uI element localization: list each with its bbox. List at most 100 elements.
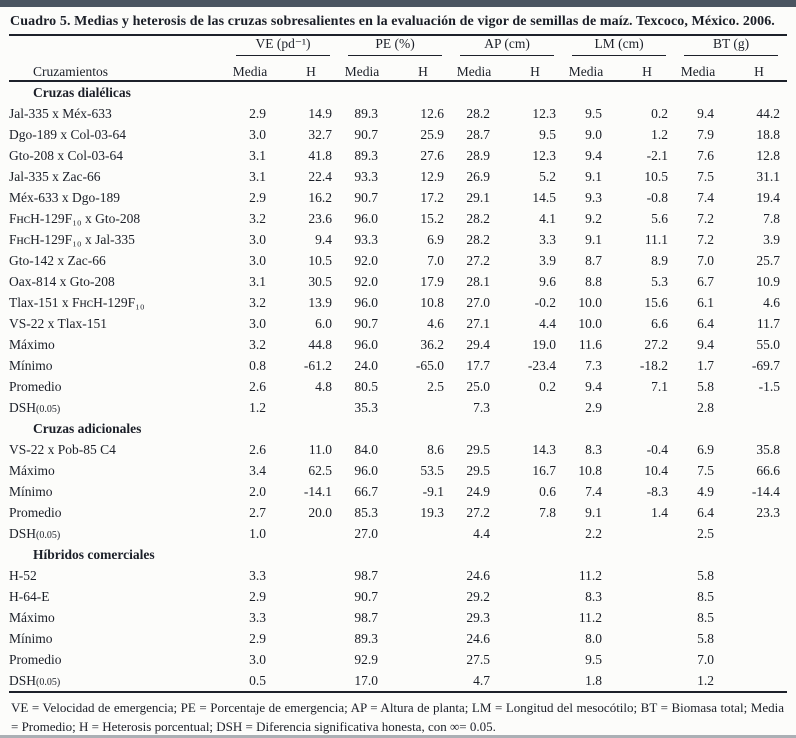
data-cell-media: 5.8 bbox=[697, 630, 715, 646]
data-cell-media: 28.2 bbox=[466, 231, 491, 247]
data-cell-media: 29.2 bbox=[466, 588, 491, 604]
row-label: Tlax-151 x FʜᴄH-129F₁₀ bbox=[9, 294, 145, 310]
data-cell-h bbox=[619, 523, 675, 544]
data-cell-h: 4.4 bbox=[539, 315, 557, 331]
column-group-label: AP (cm) bbox=[460, 36, 555, 56]
data-cell-media: 28.7 bbox=[466, 126, 491, 142]
data-cell-h: 15.6 bbox=[644, 294, 669, 310]
data-cell-h: -2.1 bbox=[646, 147, 669, 163]
data-cell-h bbox=[731, 649, 787, 670]
subheader-media-4: Media bbox=[675, 56, 732, 82]
data-cell-h: 17.9 bbox=[420, 273, 445, 289]
data-cell-media: 7.2 bbox=[697, 210, 715, 226]
data-cell-media: 24.6 bbox=[466, 630, 491, 646]
section-title: Cruzas adicionales bbox=[33, 420, 142, 436]
subheader-h-1: H bbox=[395, 56, 452, 82]
data-cell-h: 3.9 bbox=[539, 252, 557, 268]
data-cell-media: 11.6 bbox=[578, 336, 603, 352]
data-cell-h: -69.7 bbox=[751, 357, 781, 373]
data-cell-h: 2.5 bbox=[427, 378, 445, 394]
data-cell-media: 2.5 bbox=[697, 525, 715, 541]
data-cell-h: -23.4 bbox=[527, 357, 557, 373]
data-cell-media: 7.9 bbox=[697, 126, 715, 142]
data-cell-h: 30.5 bbox=[308, 273, 333, 289]
row-label: Méx-633 x Dgo-189 bbox=[9, 189, 120, 205]
data-cell-h: 25.7 bbox=[756, 252, 781, 268]
table-row: FʜᴄH-129F₁₀ x Jal-335 3.0 9.4 93.3 6.9 28.2 3.… bbox=[9, 229, 787, 250]
data-cell-h: 10.8 bbox=[420, 294, 445, 310]
data-cell-media: 7.3 bbox=[473, 399, 491, 415]
data-cell-media: 29.5 bbox=[466, 462, 491, 478]
data-cell-media: 1.7 bbox=[697, 357, 715, 373]
data-cell-media: 3.0 bbox=[249, 252, 266, 268]
data-cell-h: 19.4 bbox=[756, 189, 781, 205]
data-cell-media: 96.0 bbox=[354, 336, 379, 352]
data-cell-h bbox=[507, 397, 563, 418]
data-cell-media: 8.3 bbox=[585, 588, 603, 604]
data-cell-media: 28.2 bbox=[466, 105, 491, 121]
data-cell-media: 29.5 bbox=[466, 441, 491, 457]
section-header-row: Cruzas adicionales bbox=[9, 418, 787, 439]
data-cell-h: 22.4 bbox=[308, 168, 333, 184]
data-cell-media: 6.7 bbox=[697, 273, 715, 289]
data-cell-h: -9.1 bbox=[422, 483, 445, 499]
table-row: Promedio 3.0 92.9 27.5 9.5 7.0 bbox=[9, 649, 787, 670]
row-label: DSH(0.05) bbox=[9, 399, 61, 415]
data-cell-media: 0.8 bbox=[249, 357, 266, 373]
data-cell-media: 25.0 bbox=[466, 378, 491, 394]
table-row: Mínimo 2.0 -14.1 66.7 -9.1 24.9 0.6 7.4 -8.3 4.9 -… bbox=[9, 481, 787, 502]
table-row: FʜᴄH-129F₁₀ x Gto-208 3.2 23.6 96.0 15.2 28.2… bbox=[9, 208, 787, 229]
data-cell-media: 29.3 bbox=[466, 609, 491, 625]
data-cell-h bbox=[731, 628, 787, 649]
column-group-label: BT (g) bbox=[684, 36, 779, 56]
data-cell-media: 6.1 bbox=[697, 294, 715, 310]
data-cell-h: 12.8 bbox=[756, 147, 781, 163]
data-cell-h bbox=[619, 565, 675, 586]
table-row: Mínimo 2.9 89.3 24.6 8.0 5.8 bbox=[9, 628, 787, 649]
data-cell-h: 18.8 bbox=[756, 126, 781, 142]
data-cell-h bbox=[731, 523, 787, 544]
scan-bottom-edge bbox=[0, 735, 796, 738]
subheader-media-1: Media bbox=[339, 56, 396, 82]
data-cell-h bbox=[395, 649, 451, 670]
column-group-header-4: BT (g) bbox=[675, 36, 787, 56]
data-cell-media: 90.7 bbox=[354, 588, 379, 604]
data-cell-media: 29.1 bbox=[466, 189, 491, 205]
data-cell-h: 11.7 bbox=[756, 315, 781, 331]
column-group-header-1: PE (%) bbox=[339, 36, 451, 56]
data-cell-media: 35.3 bbox=[354, 399, 379, 415]
row-label: Oax-814 x Gto-208 bbox=[9, 273, 115, 289]
data-cell-h bbox=[395, 628, 451, 649]
data-cell-h: 0.6 bbox=[539, 483, 557, 499]
data-cell-media: 27.1 bbox=[466, 315, 491, 331]
data-cell-media: 2.9 bbox=[249, 588, 266, 604]
data-cell-media: 3.1 bbox=[249, 147, 266, 163]
table-row: VS-22 x Pob-85 C4 2.6 11.0 84.0 8.6 29.5 14.3 8… bbox=[9, 439, 787, 460]
data-cell-media: 3.3 bbox=[249, 609, 266, 625]
data-cell-media: 10.8 bbox=[578, 462, 603, 478]
data-cell-media: 9.4 bbox=[697, 105, 715, 121]
data-cell-h bbox=[731, 565, 787, 586]
data-cell-media: 2.9 bbox=[249, 105, 266, 121]
data-cell-media: 3.0 bbox=[249, 231, 266, 247]
data-cell-media: 3.0 bbox=[249, 315, 266, 331]
data-cell-media: 3.2 bbox=[249, 294, 266, 310]
data-cell-h: -18.2 bbox=[639, 357, 669, 373]
data-cell-h: 55.0 bbox=[756, 336, 781, 352]
row-label: H-64-E bbox=[9, 588, 50, 604]
data-cell-h: 14.9 bbox=[308, 105, 333, 121]
data-cell-h bbox=[507, 649, 563, 670]
data-cell-media: 84.0 bbox=[354, 441, 379, 457]
row-label: Mínimo bbox=[9, 357, 53, 373]
data-cell-h: 32.7 bbox=[308, 126, 333, 142]
data-cell-media: 9.4 bbox=[697, 336, 715, 352]
data-cell-media: 2.9 bbox=[249, 630, 266, 646]
data-cell-media: 27.0 bbox=[466, 294, 491, 310]
sub-header-row: Cruzamientos Media H Media H Media H Media H Medi… bbox=[9, 56, 788, 82]
row-label-subscript: (0.05) bbox=[36, 403, 61, 415]
data-cell-h: 35.8 bbox=[756, 441, 781, 457]
data-cell-h: 4.8 bbox=[315, 378, 333, 394]
data-cell-h: 4.1 bbox=[539, 210, 557, 226]
data-cell-h: 0.2 bbox=[651, 105, 669, 121]
data-cell-media: 3.0 bbox=[249, 126, 266, 142]
